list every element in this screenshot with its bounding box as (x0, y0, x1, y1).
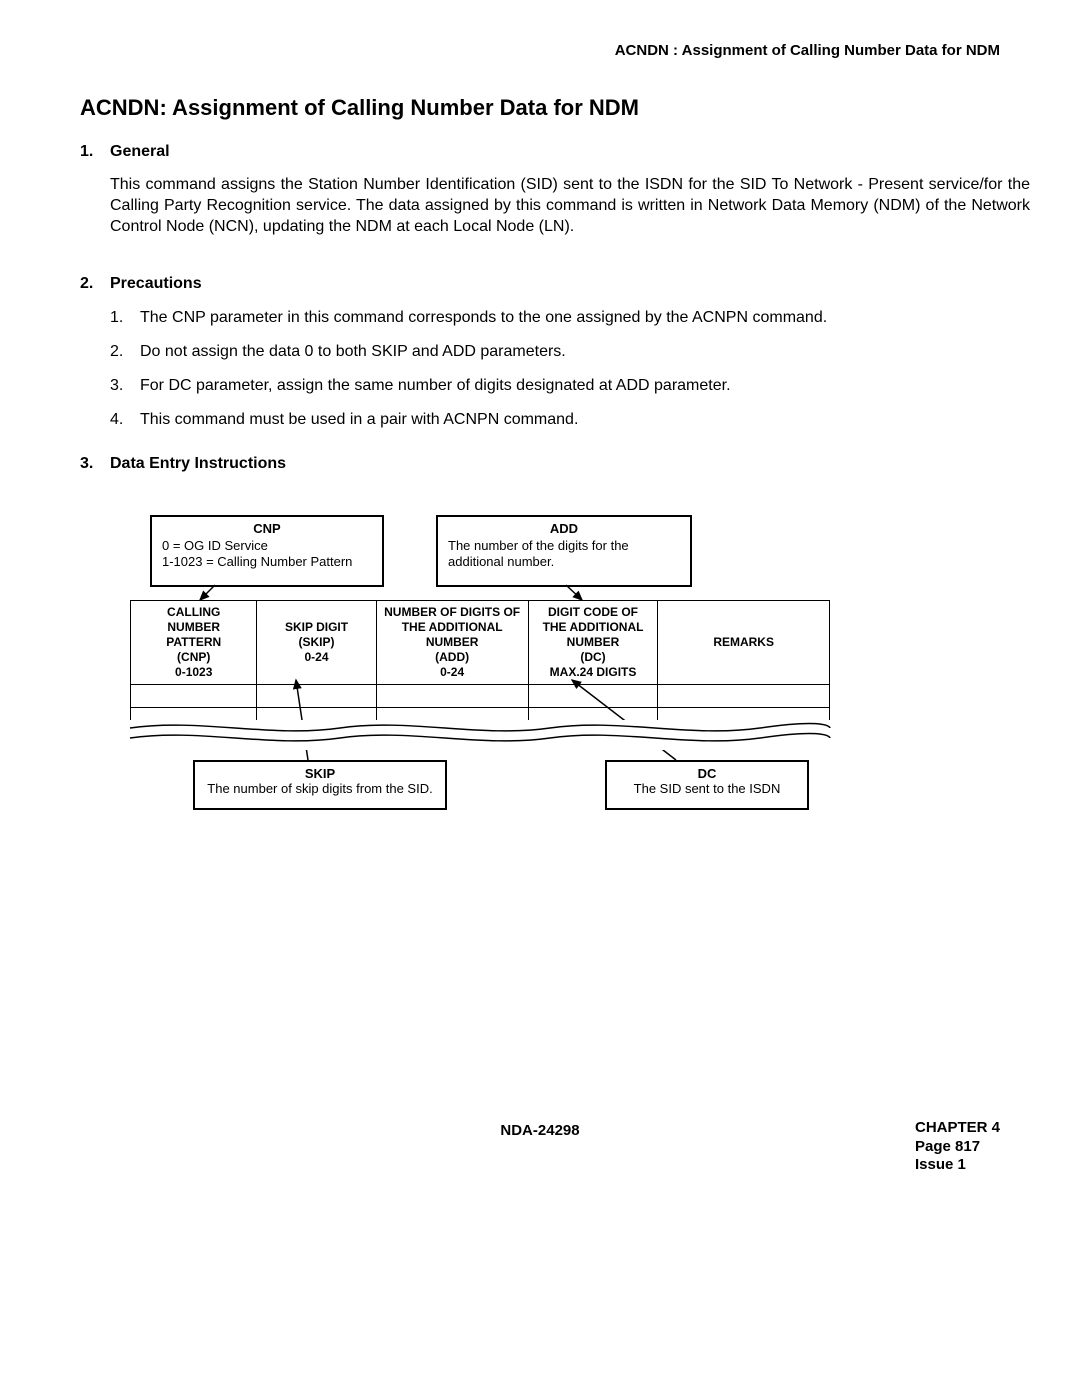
dc-callout: DC The SID sent to the ISDN (605, 760, 809, 810)
h3d: (ADD) (435, 650, 469, 664)
cnp-arrow (200, 585, 215, 600)
cell (658, 685, 830, 708)
cell (658, 708, 830, 731)
col-remarks-header: REMARKS (658, 601, 830, 685)
h2a: SKIP DIGIT (285, 620, 348, 634)
h3e: 0-24 (440, 665, 464, 679)
footer-page: Page 817 (915, 1138, 980, 1155)
col-cnp-header: CALLING NUMBER PATTERN (CNP) 0-1023 (131, 601, 257, 685)
running-header: ACNDN : Assignment of Calling Number Dat… (615, 42, 1000, 59)
cnp-line1: 0 = OG ID Service (162, 538, 268, 553)
h1a: CALLING (167, 605, 220, 619)
col-skip-header: SKIP DIGIT (SKIP) 0-24 (257, 601, 376, 685)
cnp-line2: 1-1023 = Calling Number Pattern (162, 554, 352, 569)
diagram-overlay (0, 0, 1080, 900)
h2c: 0-24 (304, 650, 328, 664)
table-row (131, 708, 830, 731)
precaution-3-number: 3. (110, 377, 123, 395)
section-1-body: This command assigns the Station Number … (110, 175, 1030, 237)
skip-callout-body: The number of skip digits from the SID. (195, 781, 445, 801)
col-dc-header: DIGIT CODE OF THE ADDITIONAL NUMBER (DC)… (528, 601, 658, 685)
cnp-callout: CNP 0 = OG ID Service 1-1023 = Calling N… (150, 515, 384, 587)
section-2-title: Precautions (110, 275, 202, 293)
page-title: ACNDN: Assignment of Calling Number Data… (80, 95, 639, 121)
cnp-callout-title: CNP (152, 517, 382, 536)
wave-bottom (130, 734, 830, 741)
cnp-callout-body: 0 = OG ID Service 1-1023 = Calling Numbe… (152, 536, 382, 577)
precaution-2-number: 2. (110, 343, 123, 361)
table-header-row: CALLING NUMBER PATTERN (CNP) 0-1023 SKIP… (131, 601, 830, 685)
footer-issue: Issue 1 (915, 1156, 966, 1173)
section-1-title: General (110, 143, 170, 161)
precaution-4-text: This command must be used in a pair with… (140, 411, 1000, 429)
add-callout-title: ADD (438, 517, 690, 536)
h3c: NUMBER (426, 635, 479, 649)
document-page: ACNDN : Assignment of Calling Number Dat… (0, 0, 1080, 1397)
col-add-header: NUMBER OF DIGITS OF THE ADDITIONAL NUMBE… (376, 601, 528, 685)
add-callout: ADD The number of the digits for the add… (436, 515, 692, 587)
cell (376, 708, 528, 731)
h2b: (SKIP) (299, 635, 335, 649)
dc-callout-body: The SID sent to the ISDN (607, 781, 807, 801)
section-3-title: Data Entry Instructions (110, 455, 286, 473)
add-callout-body: The number of the digits for the additio… (438, 536, 690, 577)
data-entry-table: CALLING NUMBER PATTERN (CNP) 0-1023 SKIP… (130, 600, 830, 731)
footer-right-block: CHAPTER 4 Page 817 Issue 1 (915, 1119, 1000, 1175)
table-row (131, 685, 830, 708)
cell (131, 685, 257, 708)
cell (257, 685, 376, 708)
precaution-1-text: The CNP parameter in this command corres… (140, 309, 1000, 327)
precaution-1-number: 1. (110, 309, 123, 327)
h5: REMARKS (713, 635, 774, 649)
h4b: THE ADDITIONAL (543, 620, 644, 634)
h1c: PATTERN (166, 635, 221, 649)
h4d: (DC) (580, 650, 605, 664)
h1e: 0-1023 (175, 665, 212, 679)
add-line1: The number of the digits for the (448, 538, 629, 553)
add-line2: additional number. (448, 554, 554, 569)
add-arrow (566, 585, 582, 600)
footer-chapter: CHAPTER 4 (915, 1119, 1000, 1136)
cell (528, 685, 658, 708)
cell (131, 708, 257, 731)
h1d: (CNP) (177, 650, 210, 664)
precaution-3-text: For DC parameter, assign the same number… (140, 377, 1000, 395)
section-1-number: 1. (80, 143, 93, 161)
section-3-number: 3. (80, 455, 93, 473)
precaution-2-text: Do not assign the data 0 to both SKIP an… (140, 343, 1000, 361)
h3a: NUMBER OF DIGITS OF (384, 605, 520, 619)
h3b: THE ADDITIONAL (402, 620, 503, 634)
cell (528, 708, 658, 731)
h4e: MAX.24 DIGITS (550, 665, 637, 679)
skip-callout-title: SKIP (195, 762, 445, 781)
skip-callout: SKIP The number of skip digits from the … (193, 760, 447, 810)
cell (376, 685, 528, 708)
dc-callout-title: DC (607, 762, 807, 781)
precaution-4-number: 4. (110, 411, 123, 429)
h1b: NUMBER (167, 620, 220, 634)
h4a: DIGIT CODE OF (548, 605, 638, 619)
section-2-number: 2. (80, 275, 93, 293)
h4c: NUMBER (567, 635, 620, 649)
cell (257, 708, 376, 731)
